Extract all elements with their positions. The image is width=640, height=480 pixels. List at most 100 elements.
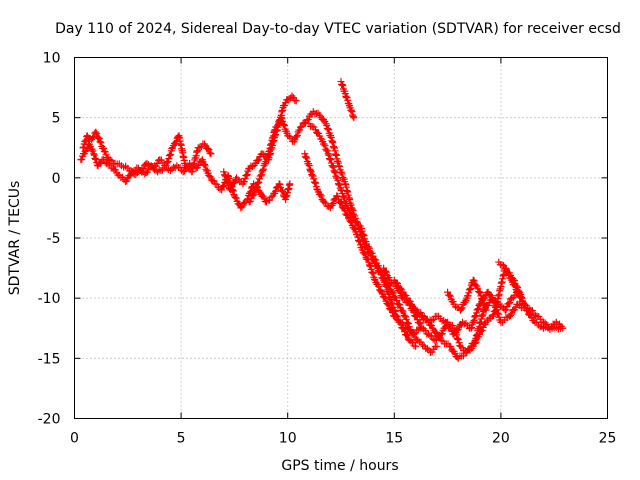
data-point <box>446 292 454 300</box>
data-point <box>95 135 103 143</box>
data-point <box>340 193 348 201</box>
data-point <box>490 298 498 306</box>
data-point <box>457 305 465 313</box>
data-point <box>378 288 386 296</box>
data-point <box>218 186 226 194</box>
data-point <box>515 290 523 298</box>
data-point <box>453 334 461 342</box>
data-point <box>205 146 213 154</box>
data-point <box>506 311 514 319</box>
data-point <box>432 328 440 336</box>
data-point <box>334 180 342 188</box>
data-point <box>312 179 320 187</box>
data-point <box>322 199 330 207</box>
data-point <box>355 237 363 245</box>
data-point <box>344 96 352 104</box>
data-point <box>293 132 301 140</box>
data-point <box>292 133 300 141</box>
data-point <box>364 243 372 251</box>
data-point <box>308 171 316 179</box>
data-point <box>370 275 378 283</box>
data-point <box>409 329 417 337</box>
data-point <box>450 330 458 338</box>
data-point <box>467 343 475 351</box>
data-point <box>403 332 411 340</box>
data-point <box>493 309 501 317</box>
data-point <box>401 312 409 320</box>
data-point <box>340 194 348 202</box>
data-point <box>469 276 477 284</box>
data-point <box>206 173 214 181</box>
data-point <box>249 192 257 200</box>
data-point <box>280 121 288 129</box>
data-point <box>338 170 346 178</box>
data-point <box>336 181 344 189</box>
data-point <box>478 295 486 303</box>
data-point <box>445 291 453 299</box>
data-point <box>365 258 373 266</box>
data-point <box>213 180 221 188</box>
y-tick-label: 10 <box>43 51 61 67</box>
data-point <box>447 343 455 351</box>
data-point <box>308 122 316 130</box>
data-point <box>467 324 475 332</box>
data-point <box>111 166 119 174</box>
data-point <box>327 133 335 141</box>
data-point <box>345 100 353 108</box>
data-point <box>454 336 462 344</box>
data-point <box>476 288 484 296</box>
data-point <box>470 316 478 324</box>
data-point <box>339 82 347 90</box>
data-point <box>430 315 438 323</box>
data-point <box>393 297 401 305</box>
data-point <box>514 288 522 296</box>
data-point <box>428 332 436 340</box>
data-point <box>139 165 147 173</box>
data-point <box>274 121 282 129</box>
data-point <box>81 137 89 145</box>
data-point <box>347 106 355 114</box>
data-point <box>249 163 257 171</box>
data-point <box>482 306 490 314</box>
data-point <box>255 156 263 164</box>
data-point <box>336 162 344 170</box>
data-point <box>334 176 342 184</box>
data-point <box>392 279 400 287</box>
data-point <box>479 296 487 304</box>
data-point <box>329 163 337 171</box>
data-point <box>96 138 104 146</box>
data-point <box>380 293 388 301</box>
data-point <box>253 183 261 191</box>
data-point <box>272 187 280 195</box>
series-track-e <box>337 78 358 122</box>
data-point <box>518 294 526 302</box>
data-point <box>259 165 267 173</box>
data-point <box>202 165 210 173</box>
data-point <box>416 320 424 328</box>
data-point <box>407 337 415 345</box>
data-point <box>320 140 328 148</box>
data-point <box>455 339 463 347</box>
data-point <box>467 284 475 292</box>
data-point <box>298 122 306 130</box>
chart-title: Day 110 of 2024, Sidereal Day-to-day VTE… <box>55 21 621 37</box>
data-point <box>402 331 410 339</box>
data-point <box>557 324 565 332</box>
data-point <box>246 197 254 205</box>
data-point <box>365 244 373 252</box>
data-point <box>168 145 176 153</box>
data-point <box>348 108 356 116</box>
data-point <box>511 292 519 300</box>
data-point <box>402 315 410 323</box>
data-points <box>77 78 567 362</box>
data-point <box>101 158 109 166</box>
data-point <box>382 268 390 276</box>
data-point <box>250 190 258 198</box>
data-point <box>243 171 251 179</box>
data-point <box>331 169 339 177</box>
data-point <box>205 171 213 179</box>
data-point <box>369 268 377 276</box>
data-point <box>385 301 393 309</box>
data-point <box>470 277 478 285</box>
